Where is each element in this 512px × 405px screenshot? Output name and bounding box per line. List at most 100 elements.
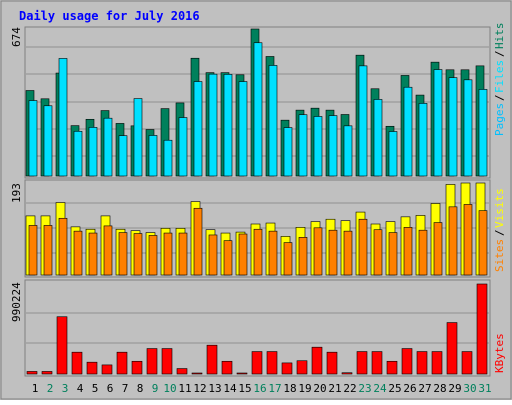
- bar-files-day-13: [208, 73, 218, 177]
- bar-files-day-10: [163, 139, 173, 177]
- top-legend-sep-2: /: [493, 50, 506, 57]
- bar-sites-day-18: [283, 242, 293, 276]
- bar-files-day-17: [268, 65, 278, 177]
- bar-files-day-7: [118, 135, 128, 177]
- day-label-24: 24: [373, 382, 387, 395]
- bar-files-day-27: [418, 103, 428, 177]
- sites-visits-panel: 193 Sites / Visits: [10, 179, 506, 278]
- bar-sites-day-3: [58, 217, 68, 276]
- bar-kbytes-day-21: [326, 351, 338, 375]
- bar-files-day-19: [298, 114, 308, 177]
- bar-kbytes-day-8: [131, 360, 143, 375]
- bar-sites-day-16: [253, 228, 263, 276]
- bar-kbytes-day-30: [461, 351, 473, 375]
- day-label-4: 4: [77, 382, 84, 395]
- top-legend-sep-1: /: [493, 94, 506, 101]
- bar-kbytes-day-28: [431, 351, 443, 375]
- day-label-23: 23: [358, 382, 371, 395]
- bar-kbytes-day-7: [116, 351, 128, 375]
- bar-files-day-15: [238, 81, 248, 177]
- bar-sites-day-12: [193, 207, 203, 276]
- bar-kbytes-day-29: [446, 322, 458, 375]
- day-label-11: 11: [178, 382, 191, 395]
- bar-kbytes-day-17: [266, 351, 278, 375]
- bar-sites-day-9: [148, 235, 158, 276]
- bar-files-day-5: [88, 127, 98, 177]
- day-label-17: 17: [268, 382, 281, 395]
- day-label-6: 6: [107, 382, 114, 395]
- bar-kbytes-day-15: [236, 372, 248, 375]
- day-label-28: 28: [433, 382, 446, 395]
- bar-kbytes-day-22: [341, 372, 353, 375]
- day-label-3: 3: [62, 382, 69, 395]
- bar-kbytes-day-25: [386, 360, 398, 375]
- middle-max-label: 193: [10, 183, 23, 203]
- hits-files-pages-panel: 674 Pages / Files / Hits: [10, 23, 506, 179]
- day-label-27: 27: [418, 382, 431, 395]
- day-label-19: 19: [298, 382, 311, 395]
- day-label-9: 9: [152, 382, 159, 395]
- bar-sites-day-6: [103, 225, 113, 276]
- bar-files-day-21: [328, 115, 338, 177]
- bar-sites-day-28: [433, 222, 443, 276]
- bar-kbytes-day-3: [56, 316, 68, 375]
- bar-kbytes-day-10: [161, 348, 173, 375]
- middle-legend-sites: Sites: [493, 239, 506, 272]
- bar-kbytes-day-2: [41, 371, 53, 375]
- bar-sites-day-25: [388, 232, 398, 276]
- bar-files-day-18: [283, 127, 293, 177]
- bar-sites-day-5: [88, 232, 98, 276]
- bar-sites-day-30: [463, 204, 473, 276]
- bar-files-day-28: [433, 69, 443, 177]
- bar-kbytes-day-23: [356, 351, 368, 375]
- day-label-21: 21: [328, 382, 341, 395]
- bar-kbytes-day-4: [71, 351, 83, 375]
- bar-sites-day-14: [223, 240, 233, 276]
- bar-files-day-30: [463, 79, 473, 177]
- bar-sites-day-29: [448, 206, 458, 276]
- day-label-12: 12: [193, 382, 206, 395]
- top-legend-files: Files: [493, 60, 506, 93]
- bar-kbytes-day-19: [296, 360, 308, 375]
- bar-files-day-22: [343, 125, 353, 177]
- bar-sites-day-13: [208, 234, 218, 276]
- bar-sites-day-1: [28, 225, 38, 276]
- bar-files-day-2: [43, 105, 53, 177]
- bar-kbytes-day-9: [146, 348, 158, 375]
- top-legend-pages: Pages: [493, 103, 506, 136]
- bar-kbytes-day-31: [476, 283, 488, 375]
- bar-kbytes-day-6: [101, 364, 113, 375]
- day-label-7: 7: [122, 382, 129, 395]
- bar-sites-day-19: [298, 237, 308, 276]
- middle-legend-sep: /: [493, 229, 506, 236]
- day-label-15: 15: [238, 382, 251, 395]
- day-label-13: 13: [208, 382, 221, 395]
- bar-sites-day-21: [328, 229, 338, 276]
- day-label-16: 16: [253, 382, 266, 395]
- bar-sites-day-11: [178, 232, 188, 276]
- bar-sites-day-22: [343, 230, 353, 276]
- bar-files-day-20: [313, 116, 323, 177]
- bar-sites-day-17: [268, 230, 278, 276]
- bar-files-day-3: [58, 58, 68, 177]
- day-label-5: 5: [92, 382, 99, 395]
- bar-kbytes-day-14: [221, 360, 233, 375]
- bar-kbytes-day-20: [311, 346, 323, 375]
- bar-files-day-23: [358, 65, 368, 177]
- day-label-22: 22: [343, 382, 356, 395]
- bar-files-day-11: [178, 117, 188, 177]
- day-label-20: 20: [313, 382, 326, 395]
- day-label-25: 25: [388, 382, 401, 395]
- bar-files-day-1: [28, 100, 38, 177]
- bar-sites-day-20: [313, 227, 323, 276]
- bar-kbytes-day-13: [206, 344, 218, 375]
- bar-files-day-16: [253, 42, 263, 177]
- day-label-18: 18: [283, 382, 296, 395]
- bar-sites-day-31: [478, 210, 488, 276]
- bar-sites-day-24: [373, 229, 383, 276]
- day-label-1: 1: [32, 382, 39, 395]
- middle-legend-visits: Visits: [493, 188, 506, 228]
- bar-files-day-14: [223, 74, 233, 177]
